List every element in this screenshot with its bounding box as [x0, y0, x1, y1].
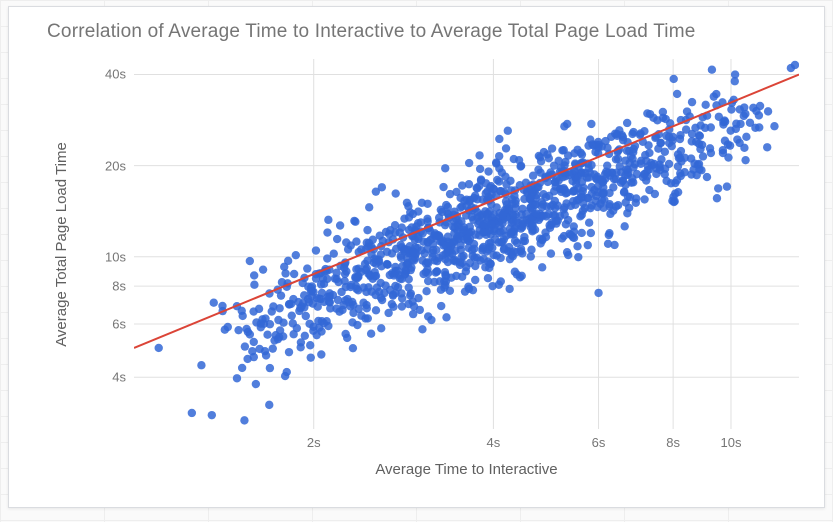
scatter-series — [155, 61, 799, 425]
trendline — [134, 74, 799, 347]
y-tick-label: 20s — [105, 158, 134, 173]
x-tick-label: 10s — [720, 429, 741, 450]
plot-area: 4s6s8s10s20s40s2s4s6s8s10s — [134, 59, 799, 429]
x-tick-label: 6s — [592, 429, 606, 450]
x-axis-label: Average Time to Interactive — [134, 461, 799, 478]
y-tick-label: 40s — [105, 67, 134, 82]
y-tick-label: 6s — [112, 316, 134, 331]
chart-card: Correlation of Average Time to Interacti… — [8, 6, 825, 508]
x-tick-label: 2s — [307, 429, 321, 450]
y-axis-label-container: Average Total Page Load Time — [49, 59, 73, 429]
chart-svg — [134, 59, 799, 429]
x-tick-label: 8s — [666, 429, 680, 450]
y-tick-label: 4s — [112, 370, 134, 385]
y-tick-label: 10s — [105, 249, 134, 264]
y-axis-label: Average Total Page Load Time — [53, 142, 70, 347]
x-tick-label: 4s — [487, 429, 501, 450]
chart-title: Correlation of Average Time to Interacti… — [47, 21, 696, 43]
y-tick-label: 8s — [112, 279, 134, 294]
